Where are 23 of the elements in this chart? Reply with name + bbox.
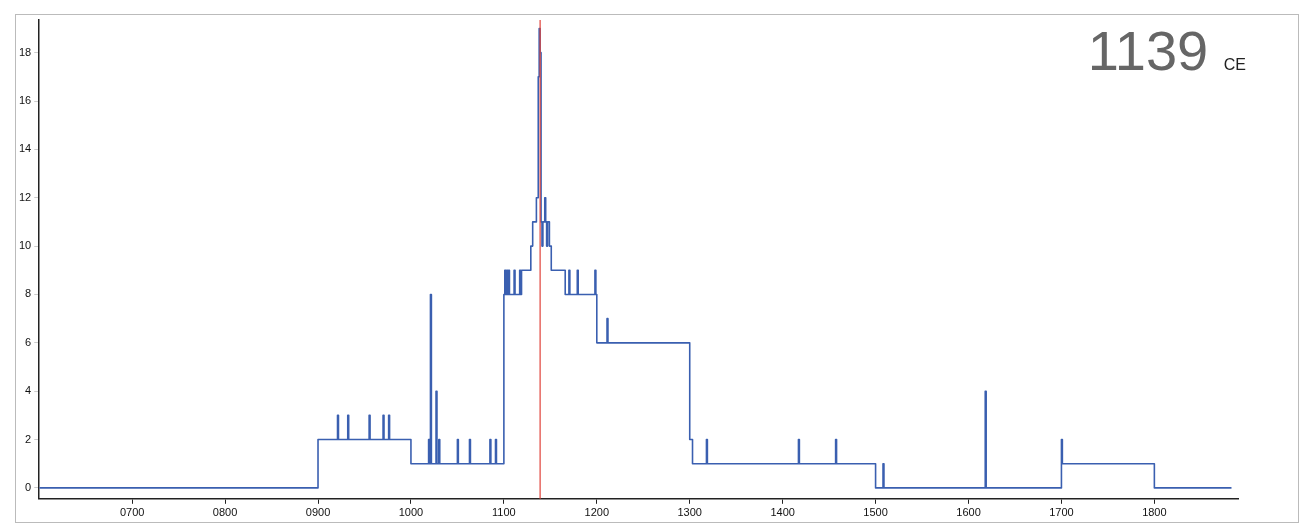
x-tick-label: 1100: [492, 506, 516, 519]
x-tick-label: 1600: [956, 506, 981, 519]
x-tick-label: 0800: [212, 506, 238, 519]
y-tick-label: 0: [25, 480, 32, 493]
x-tick-label: 1000: [398, 506, 424, 519]
y-tick-label: 2: [25, 432, 32, 445]
x-tick-label: 0900: [305, 506, 331, 519]
x-tick-label: 1700: [1049, 506, 1074, 519]
x-tick-label: 1500: [863, 506, 888, 519]
y-tick-label: 6: [25, 335, 32, 348]
y-tick-label: 16: [18, 94, 32, 107]
x-tick-label: 1400: [770, 506, 795, 519]
x-tick-label: 1200: [584, 506, 610, 519]
x-tick-label: 1800: [1142, 506, 1167, 519]
y-tick-label: 4: [25, 384, 32, 397]
y-tick-label: 8: [25, 287, 32, 300]
x-tick-label: 0700: [119, 506, 145, 519]
y-tick-label: 10: [18, 239, 32, 252]
y-tick-label: 18: [18, 45, 32, 58]
annotation: 1139 CE: [1087, 19, 1246, 82]
y-tick-label: 12: [18, 190, 32, 203]
y-tick-label: 14: [18, 142, 32, 155]
x-tick-label: 1300: [677, 506, 702, 519]
